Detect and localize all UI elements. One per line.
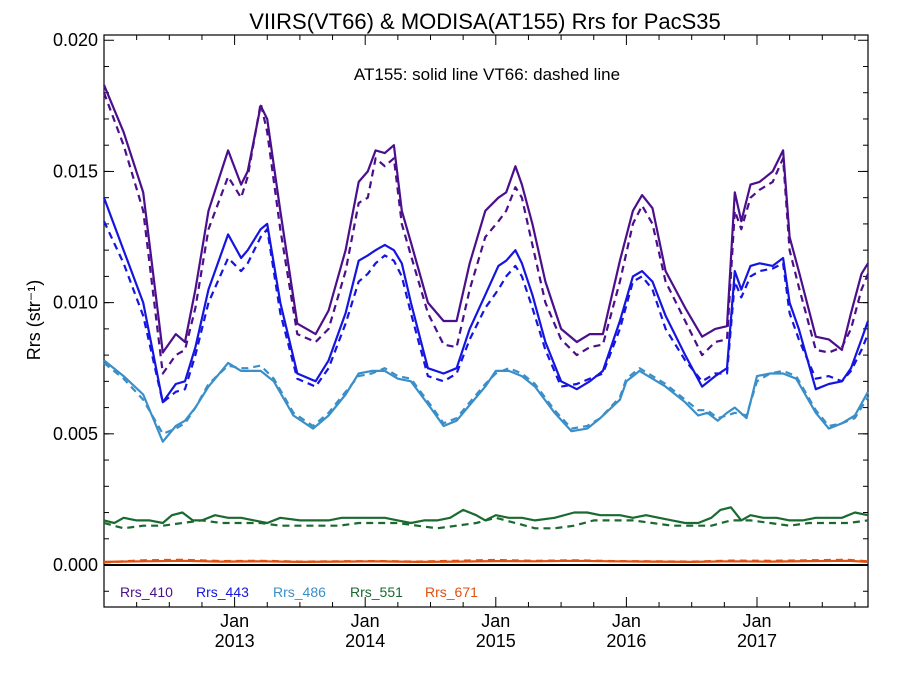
y-tick-label: 0.000	[53, 555, 98, 575]
legend-item-rrs-410: Rrs_410	[120, 584, 173, 600]
line-style-annotation: AT155: solid line VT66: dashed line	[354, 65, 620, 84]
series-line-rrs-486-dashed	[103, 362, 869, 435]
legend-item-rrs-551: Rrs_551	[350, 584, 403, 600]
series-line-rrs-443-solid	[102, 197, 870, 404]
x-tick-year: 2016	[606, 631, 646, 651]
legend: Rrs_410 Rrs_443 Rrs_486 Rrs_551 Rrs_671	[120, 584, 478, 600]
y-tick-label: 0.020	[53, 30, 98, 50]
series-line-rrs-486-solid	[103, 359, 869, 443]
y-tick-label: 0.015	[53, 161, 98, 181]
x-tick-month: Jan	[481, 611, 510, 631]
series-line-rrs-410-solid	[102, 84, 869, 354]
y-axis-label: Rrs (str⁻¹)	[24, 280, 44, 360]
series-group	[102, 84, 870, 564]
chart-title: VIIRS(VT66) & MODISA(AT155) Rrs for PacS…	[249, 9, 721, 34]
series-line-rrs-671-dashed	[103, 558, 869, 564]
legend-item-rrs-486: Rrs_486	[273, 584, 326, 600]
series-line-rrs-551-dashed	[103, 516, 869, 530]
x-tick-month: Jan	[220, 611, 249, 631]
y-tick-label: 0.010	[53, 293, 98, 313]
series-line-rrs-443-dashed	[103, 220, 870, 404]
x-tick-year: 2017	[737, 631, 777, 651]
y-axis: 0.000 0.005 0.010 0.015 0.020	[53, 30, 868, 592]
x-tick-month: Jan	[351, 611, 380, 631]
series-line-rrs-551-solid	[103, 506, 869, 525]
x-tick-month: Jan	[742, 611, 771, 631]
x-tick-year: 2014	[345, 631, 385, 651]
x-tick-month: Jan	[612, 611, 641, 631]
legend-item-rrs-671: Rrs_671	[425, 584, 478, 600]
y-tick-label: 0.005	[53, 424, 98, 444]
x-tick-year: 2013	[215, 631, 255, 651]
legend-item-rrs-443: Rrs_443	[196, 584, 249, 600]
series-line-rrs-410-dashed	[102, 92, 870, 375]
x-tick-year: 2015	[476, 631, 516, 651]
y-axis-label-text: Rrs (str⁻¹)	[24, 280, 44, 360]
